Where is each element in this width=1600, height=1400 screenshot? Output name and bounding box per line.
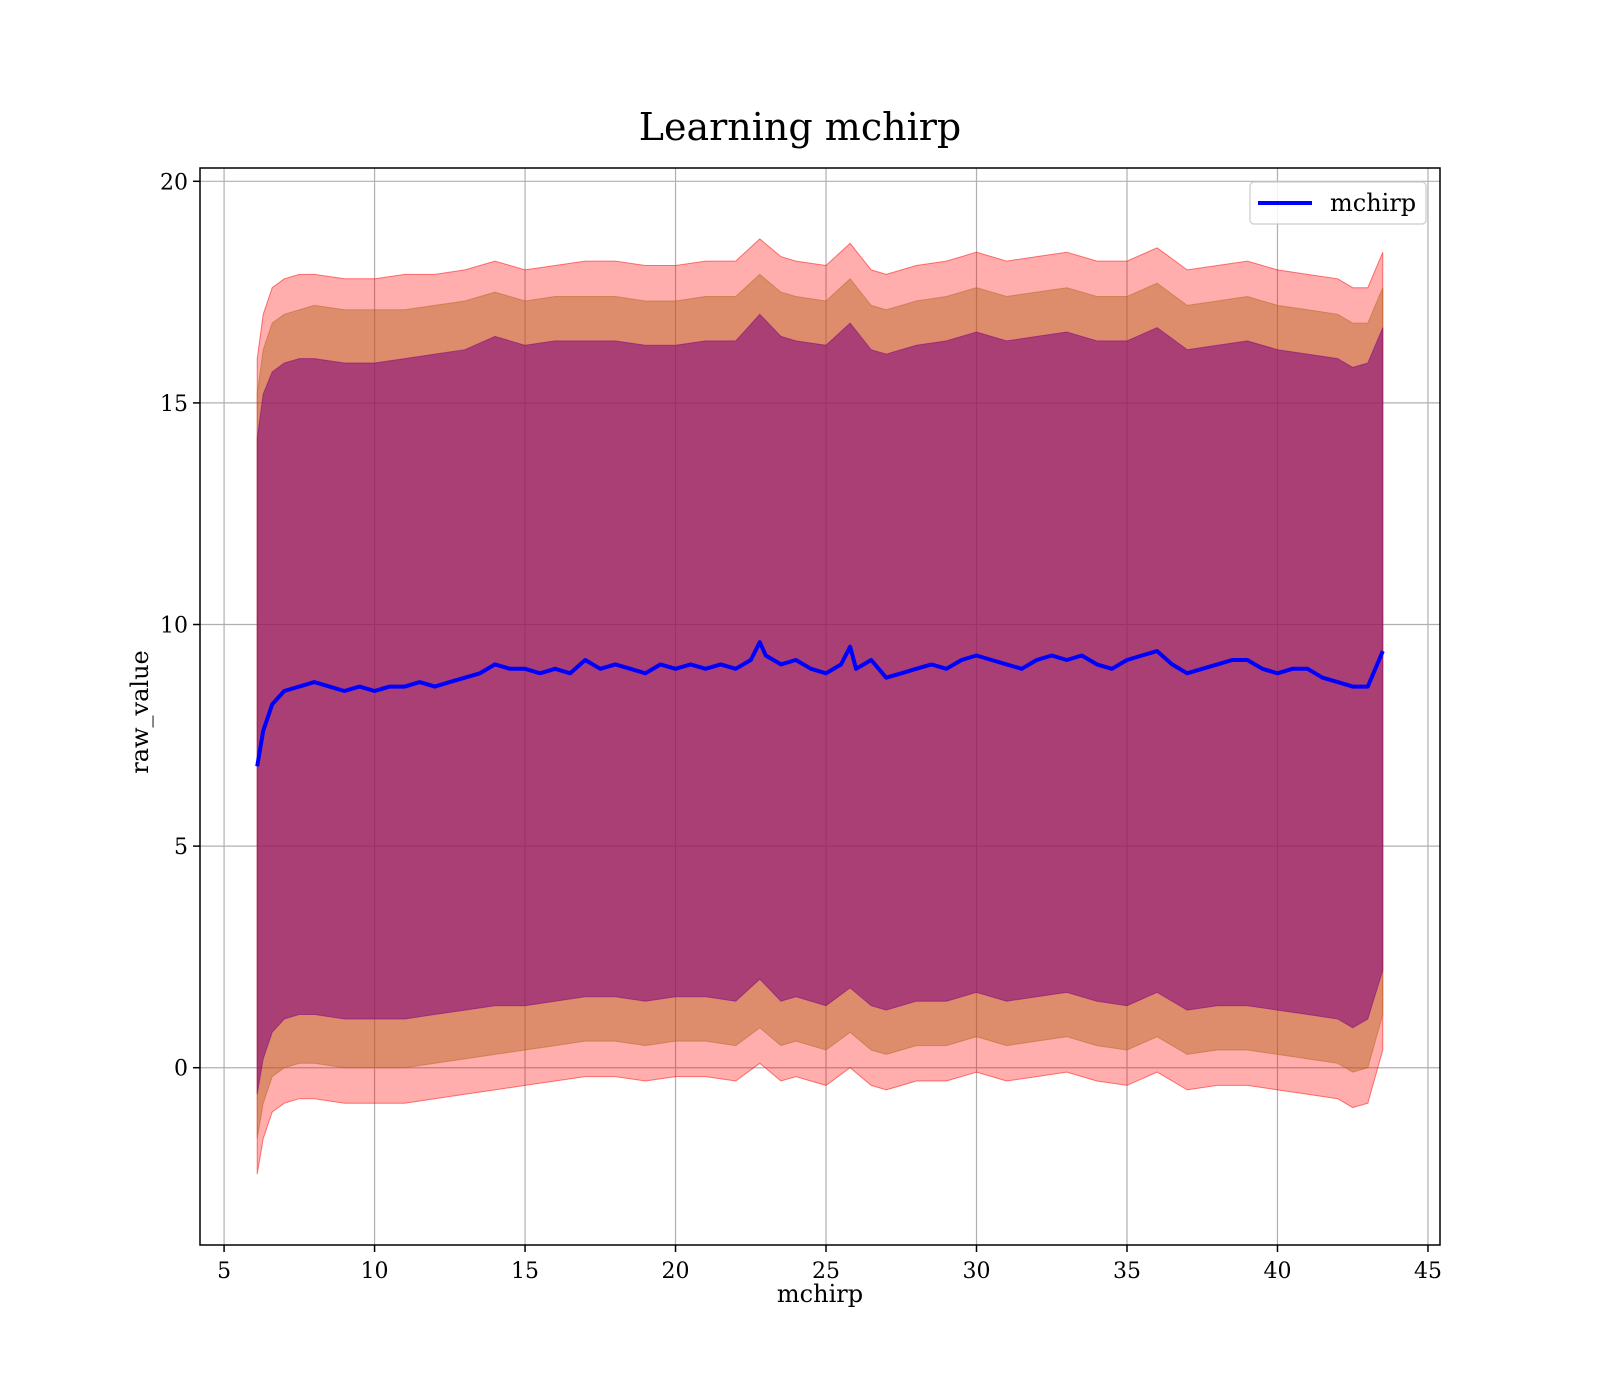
axes: 5 10 15 20 25 30 35 40 45 0 5 10 15 20 — [160, 167, 1442, 1284]
legend-box — [1249, 181, 1427, 225]
y-tick-label: 20 — [160, 170, 188, 195]
x-tick-label: 5 — [217, 1259, 231, 1284]
series-line-mchirp — [255, 640, 1385, 767]
x-tick-label: 35 — [1113, 1259, 1141, 1284]
plot-frame — [199, 167, 1441, 1246]
chart-title: Learning mchirp — [639, 105, 961, 149]
band-area-3 — [256, 313, 1384, 1095]
x-tick-label: 10 — [361, 1259, 389, 1284]
y-tick-label: 10 — [160, 614, 188, 639]
confidence-bands — [256, 238, 1384, 1175]
legend-label-mchirp: mchirp — [1330, 189, 1416, 217]
y-axis-label: raw_value — [126, 650, 154, 774]
y-tick-label: 5 — [174, 835, 188, 860]
x-tick-label: 45 — [1414, 1259, 1442, 1284]
y-tick-label: 15 — [160, 392, 188, 417]
x-tick-label: 25 — [812, 1259, 840, 1284]
x-tick-label: 40 — [1263, 1259, 1291, 1284]
mean-line-layer — [255, 640, 1385, 767]
x-tick-label: 15 — [511, 1259, 539, 1284]
x-axis-label: mchirp — [777, 1280, 863, 1308]
x-tick-label: 30 — [963, 1259, 991, 1284]
y-tick-label: 0 — [174, 1057, 188, 1082]
legend: mchirp — [1249, 181, 1427, 225]
x-tick-label: 20 — [662, 1259, 690, 1284]
